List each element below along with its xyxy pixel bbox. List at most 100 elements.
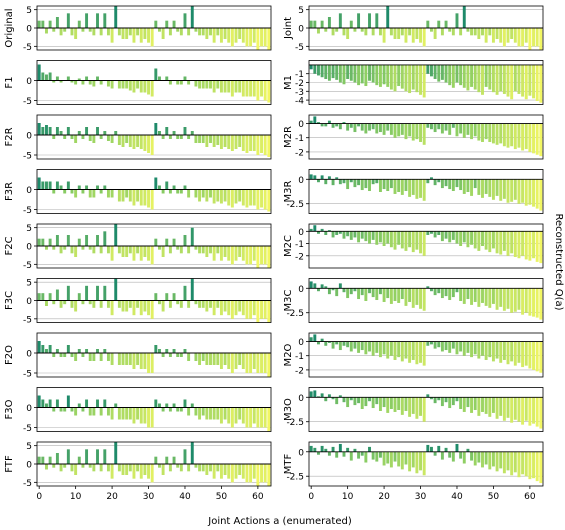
bar [198, 80, 202, 89]
bar [241, 80, 245, 97]
bar [338, 123, 342, 130]
bar [260, 28, 263, 47]
bar [357, 288, 361, 300]
bar [117, 135, 121, 145]
panel-f2o: 0 -5 F2O [4, 332, 272, 380]
bar [172, 131, 176, 135]
bar [357, 341, 361, 353]
y-tick-label: 0 [298, 25, 304, 35]
bar [77, 238, 81, 246]
bar [103, 349, 107, 353]
bar [263, 189, 267, 210]
bar [317, 179, 320, 183]
bar [309, 445, 313, 452]
bar [41, 456, 45, 464]
bar [444, 341, 448, 351]
bar [230, 189, 234, 208]
bar [187, 246, 191, 254]
bar [346, 397, 350, 408]
bar [45, 403, 48, 408]
bar [517, 397, 521, 422]
bar [437, 288, 441, 294]
bar [397, 341, 401, 358]
panel-frame [36, 114, 272, 160]
bar [375, 179, 379, 184]
bar [209, 28, 212, 36]
bar [448, 341, 452, 353]
bar [521, 179, 525, 203]
bar [313, 20, 317, 28]
bar [437, 341, 441, 348]
bar [462, 123, 466, 138]
bar [172, 238, 176, 246]
bar [473, 123, 477, 137]
bar [462, 64, 466, 88]
bar [238, 80, 242, 93]
bar [422, 231, 426, 256]
bar [168, 135, 172, 139]
bar [106, 353, 110, 361]
bar [88, 246, 92, 250]
bar [110, 353, 114, 365]
bar [375, 64, 379, 86]
bar [481, 231, 484, 246]
bar [223, 300, 227, 312]
bar [404, 123, 408, 140]
bar [415, 28, 419, 39]
bar [459, 179, 463, 191]
bar [77, 185, 81, 190]
bar [70, 80, 74, 83]
bar [397, 288, 401, 303]
panel-frame [308, 169, 544, 214]
bar [415, 451, 419, 474]
bar [433, 288, 437, 296]
bar [473, 288, 477, 302]
bar [41, 345, 45, 353]
bar [371, 123, 375, 130]
bar [375, 397, 379, 405]
bar [404, 231, 408, 251]
bar [364, 64, 368, 87]
bar [183, 76, 187, 81]
panel-ylabel: M2C [283, 235, 294, 257]
bar [154, 293, 158, 301]
bar [386, 397, 390, 413]
bar [473, 341, 477, 355]
bar [219, 135, 223, 149]
bar [433, 28, 437, 39]
bar [539, 451, 543, 484]
y-tick-label: -5 [23, 97, 32, 107]
bar [342, 231, 346, 239]
bar [183, 185, 187, 190]
bar [371, 451, 375, 460]
bar [150, 135, 154, 155]
bar [267, 80, 271, 103]
bar [249, 246, 253, 265]
bar [484, 179, 488, 194]
bar [125, 300, 129, 312]
bar [346, 28, 350, 39]
bar [263, 407, 267, 428]
bar [66, 181, 70, 190]
bar [48, 127, 52, 135]
bar [400, 397, 404, 415]
bar [150, 407, 154, 428]
bar [241, 28, 245, 43]
bar [106, 300, 110, 308]
bar [502, 288, 506, 311]
bar [473, 179, 477, 189]
bar [353, 179, 357, 188]
bar [327, 451, 331, 456]
bar [176, 28, 180, 32]
bar [230, 246, 234, 265]
bar [103, 449, 107, 464]
bar [484, 288, 488, 306]
bar [59, 28, 63, 36]
bar [176, 80, 180, 85]
bar [256, 28, 260, 50]
panel-ylabel: M3C [283, 290, 294, 312]
bar [524, 288, 528, 313]
bar [190, 131, 194, 135]
bar [532, 64, 535, 99]
bar [121, 246, 125, 257]
